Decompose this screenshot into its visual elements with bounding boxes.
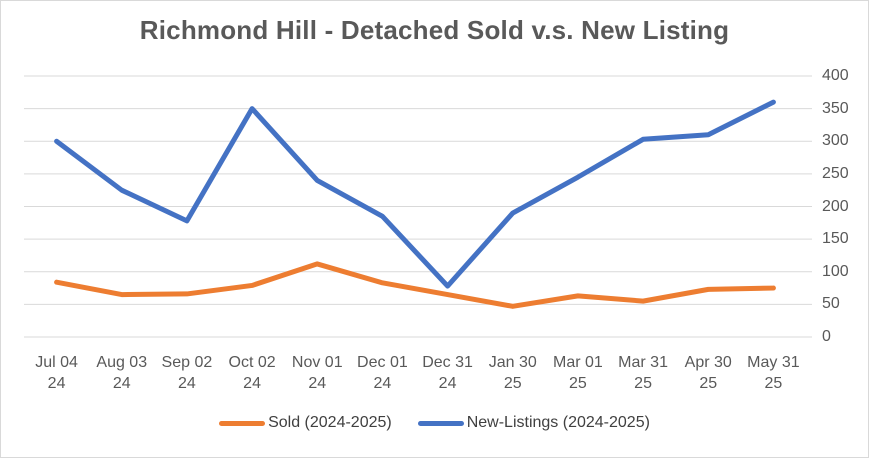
x-axis-label: Oct 02 24 [228,354,276,392]
x-axis-label: Jan 30 25 [488,354,537,392]
y-axis-label: 400 [822,67,849,84]
x-axis-label: Jul 04 24 [35,354,78,392]
y-axis-label: 50 [822,295,840,313]
new-listings-line [54,99,776,289]
x-axis-label: Dec 01 24 [357,354,408,392]
y-axis-label: 100 [822,262,849,280]
x-axis-label: Aug 03 24 [96,354,148,392]
new-listings-line-marker-icon [417,420,464,426]
y-axis-label: 200 [822,197,849,215]
x-axis-label: Mar 31 25 [618,354,668,392]
legend: Sold (2024-2025) New-Listings (2024-2025… [1,414,868,432]
y-axis-label: 350 [822,99,849,117]
x-axis-label: May 31 25 [747,354,800,392]
sold-line [54,261,776,309]
x-axis-label: Nov 01 24 [291,354,343,392]
y-axis-label: 250 [822,164,849,182]
x-axis-label: Apr 30 25 [684,354,732,392]
legend-label-new-listings: New-Listings (2024-2025) [466,414,650,431]
sold-line-marker-icon [219,420,266,426]
x-axis-label: Sep 02 24 [161,354,213,392]
chart-title: Richmond Hill - Detached Sold v.s. New L… [139,15,730,45]
legend-item-sold: Sold (2024-2025) [219,414,392,432]
legend-label-sold: Sold (2024-2025) [268,414,392,431]
x-axis-label: Dec 31 24 [422,354,473,392]
x-axis-label: Mar 01 25 [553,354,603,392]
y-axis-label: 150 [822,230,849,248]
legend-item-new-listings: New-Listings (2024-2025) [417,414,650,432]
y-axis-label: 300 [822,132,849,150]
y-axis-label: 0 [822,328,831,345]
